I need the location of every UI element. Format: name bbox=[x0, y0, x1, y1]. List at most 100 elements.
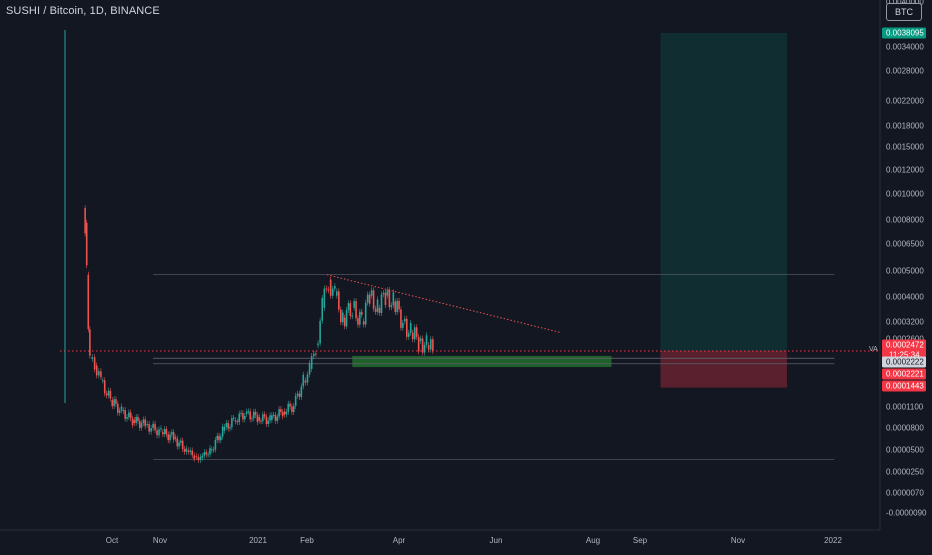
candle-body bbox=[304, 380, 307, 383]
candle-body bbox=[429, 339, 432, 350]
candle-body bbox=[95, 365, 98, 376]
candle-body bbox=[133, 420, 136, 423]
candle-body bbox=[404, 318, 406, 322]
currency-badge[interactable]: BTC bbox=[886, 3, 922, 21]
candle-body bbox=[285, 411, 288, 415]
candle-body bbox=[103, 380, 106, 394]
candle-body bbox=[242, 413, 244, 420]
candle-body bbox=[180, 440, 182, 443]
candle-body bbox=[364, 302, 367, 325]
price-tick-label: 0.0000800 bbox=[886, 424, 924, 433]
candle-body bbox=[240, 413, 242, 415]
candle-body bbox=[135, 416, 137, 423]
price-tick-label: 0.0005000 bbox=[886, 267, 924, 276]
candle-body bbox=[140, 423, 143, 428]
candle-body bbox=[238, 413, 241, 423]
candle-body bbox=[207, 454, 209, 456]
candle-body bbox=[347, 303, 350, 310]
price-tick-label: 0.0001100 bbox=[886, 403, 924, 412]
candle-body bbox=[193, 455, 195, 459]
candle-body bbox=[183, 449, 186, 452]
price-tick-label: 0.0008000 bbox=[886, 216, 924, 225]
candle-body bbox=[272, 414, 275, 416]
price-tick-label: 0.0022000 bbox=[886, 97, 924, 106]
candle-body bbox=[113, 399, 115, 407]
candle-body bbox=[312, 353, 315, 357]
candle-body bbox=[360, 311, 363, 315]
symbol-title[interactable]: SUSHI / Bitcoin, 1D, BINANCE bbox=[6, 5, 160, 17]
candle-body bbox=[317, 343, 319, 346]
price-tick-label: 0.0034000 bbox=[886, 43, 924, 52]
candle-body bbox=[396, 300, 398, 313]
price-tick-label: 0.0004000 bbox=[886, 293, 924, 302]
candle-body bbox=[323, 288, 326, 308]
candle-body bbox=[251, 418, 253, 420]
candle-body bbox=[209, 448, 211, 455]
candle-body bbox=[225, 423, 228, 427]
candle-body bbox=[392, 292, 395, 306]
candle-body bbox=[325, 288, 328, 290]
price-tick-label: 0.0000500 bbox=[886, 446, 924, 455]
candle-body bbox=[432, 339, 434, 352]
candle-body bbox=[156, 430, 158, 436]
candle-body bbox=[357, 318, 359, 325]
candle-body bbox=[87, 274, 90, 330]
candle-body bbox=[321, 297, 324, 321]
candle-body bbox=[291, 406, 293, 412]
price-tick-label: 0.0000250 bbox=[886, 468, 924, 477]
candle-body bbox=[386, 290, 389, 296]
time-tick-label: 2021 bbox=[249, 536, 267, 545]
candle-body bbox=[199, 456, 202, 461]
candle-body bbox=[334, 286, 336, 289]
candle-body bbox=[271, 415, 273, 421]
candle-body bbox=[212, 449, 215, 451]
candle-body bbox=[372, 290, 375, 309]
candle-body bbox=[384, 292, 387, 306]
candle-body bbox=[409, 322, 412, 333]
time-tick-label: Nov bbox=[731, 536, 745, 545]
time-tick-label: 2022 bbox=[824, 536, 842, 545]
candle-body bbox=[174, 437, 177, 439]
candle-body bbox=[227, 423, 229, 429]
candle-body bbox=[427, 345, 430, 350]
candle-body bbox=[118, 410, 121, 413]
candle-body bbox=[274, 414, 277, 421]
candle-body bbox=[93, 357, 96, 370]
candle-body bbox=[382, 292, 385, 295]
candle-body bbox=[353, 301, 355, 308]
candle-body bbox=[362, 321, 365, 325]
candle-body bbox=[129, 412, 132, 419]
candle-body bbox=[142, 419, 145, 424]
candle-body bbox=[105, 393, 108, 396]
candle-body bbox=[300, 386, 303, 397]
candle-body bbox=[111, 400, 114, 407]
price-tag-label: 0.0001443 bbox=[886, 382, 924, 391]
candle-body bbox=[254, 411, 257, 416]
candle-body bbox=[195, 456, 198, 458]
candle-body bbox=[278, 409, 280, 417]
price-tag-box bbox=[882, 380, 926, 392]
candle-body bbox=[138, 421, 141, 428]
candle-body bbox=[98, 371, 100, 376]
candle-body bbox=[388, 290, 391, 308]
candle-body bbox=[187, 450, 190, 452]
candle-body bbox=[189, 450, 192, 452]
candle-body bbox=[115, 399, 117, 404]
candle-body bbox=[146, 424, 148, 426]
candle-body bbox=[201, 455, 204, 458]
candle-body bbox=[411, 332, 414, 340]
time-tick-label: Sep bbox=[633, 536, 648, 545]
candle-body bbox=[231, 418, 233, 428]
candle-body bbox=[137, 416, 139, 422]
candle-body bbox=[144, 419, 146, 427]
candle-body bbox=[267, 420, 270, 425]
candle-body bbox=[131, 418, 134, 426]
candle-body bbox=[338, 291, 340, 310]
candle-body bbox=[122, 410, 125, 412]
candle-body bbox=[185, 448, 188, 452]
candle-body bbox=[402, 322, 404, 328]
candle-body bbox=[158, 429, 160, 436]
candle-body bbox=[243, 415, 246, 420]
